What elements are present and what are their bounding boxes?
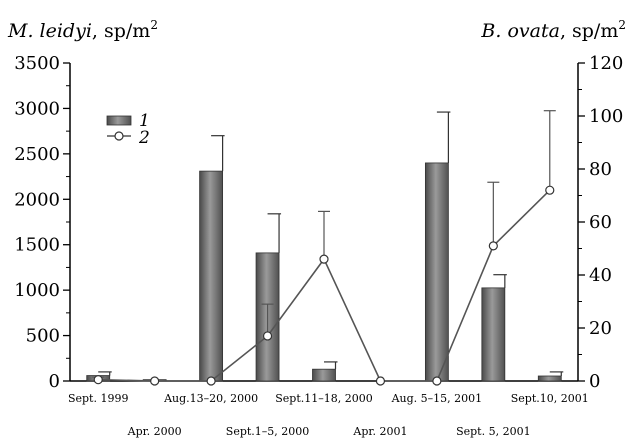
- bar: [537, 375, 562, 382]
- bar: [312, 368, 336, 382]
- right-tick-label: 40: [589, 265, 612, 286]
- category-label: Sept.10, 2001: [511, 392, 589, 405]
- right-axis-title: B. ovata, sp/m2: [480, 18, 626, 42]
- legend-label-1: 1: [139, 111, 150, 131]
- category-label: Apr. 2001: [352, 425, 407, 438]
- left-axis-title: M. leidyi, sp/m2: [7, 18, 158, 42]
- category-label: Sept. 5, 2001: [456, 425, 531, 438]
- bar: [199, 170, 224, 382]
- category-label: Sept. 1999: [68, 392, 129, 405]
- series-2-point: [262, 331, 273, 341]
- series-2-point: [93, 375, 103, 385]
- series-2-point: [375, 376, 386, 386]
- plot-area: 0 500 1000 1500 2000 2500 3000 3500 0 20 40 60 80 100…: [14, 53, 623, 438]
- left-tick-label: 3000: [14, 98, 60, 119]
- category-label: Sept.1–5, 2000: [226, 425, 310, 438]
- left-tick-label: 2500: [14, 144, 60, 165]
- legend-bar-swatch: [106, 115, 132, 126]
- right-tick-label: 120: [589, 53, 623, 74]
- series-2-point: [206, 376, 216, 386]
- bar: [481, 287, 506, 382]
- left-tick-label: 0: [49, 371, 60, 392]
- series-2-point: [545, 185, 555, 195]
- category-label: Sept.11–18, 2000: [275, 392, 373, 405]
- right-tick-label: 100: [589, 106, 623, 127]
- legend-label-2: 2: [138, 128, 150, 148]
- left-tick-label: 500: [26, 326, 60, 347]
- category-label: Aug.13–20, 2000: [163, 392, 258, 405]
- category-label: Aug. 5–15, 2001: [391, 392, 483, 405]
- right-tick-label: 0: [589, 371, 600, 392]
- series-2-point: [432, 376, 442, 386]
- series-2-point: [319, 254, 329, 264]
- right-tick-label: 60: [589, 212, 612, 233]
- bar: [424, 162, 449, 382]
- series-2-point: [488, 241, 498, 251]
- category-label: Apr. 2000: [127, 425, 182, 438]
- right-tick-label: 20: [589, 318, 612, 339]
- right-tick-label: 80: [589, 159, 612, 180]
- left-tick-label: 3500: [14, 53, 60, 74]
- left-tick-label: 2000: [14, 189, 60, 210]
- left-tick-label: 1500: [14, 235, 60, 256]
- series-2-point: [150, 376, 160, 386]
- left-tick-label: 1000: [14, 280, 60, 301]
- legend-point-swatch: [114, 131, 124, 141]
